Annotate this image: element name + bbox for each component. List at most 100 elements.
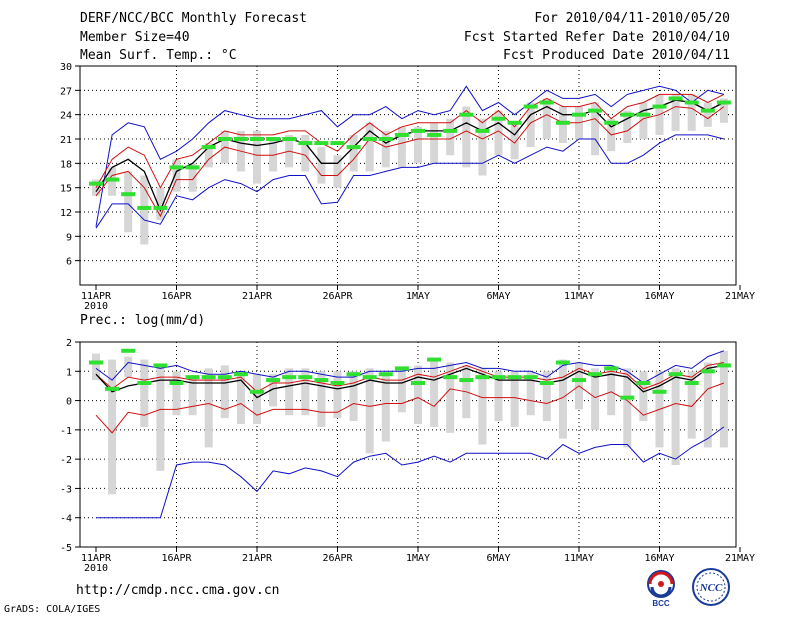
temp-y-tick-label: 9 <box>66 232 72 243</box>
precip-observed-marker <box>89 360 103 365</box>
temp-line-max <box>95 85 725 227</box>
temp-spread-box <box>397 126 406 168</box>
precip-observed-marker <box>572 378 586 383</box>
precip-observed-marker <box>459 378 474 383</box>
temp-spread-box <box>349 134 358 172</box>
temp-observed-marker <box>652 104 667 109</box>
precip-observed-marker <box>411 381 425 385</box>
temp-spread-box <box>172 159 181 192</box>
temp-frame <box>79 65 737 286</box>
precip-y-tick-label: -2 <box>60 455 72 466</box>
temp-x-tick-label: 6MAY <box>486 291 510 302</box>
precip-observed-marker <box>652 389 667 394</box>
precip-observed-marker <box>266 378 281 383</box>
temp-spread-box <box>414 126 422 164</box>
precip-spread-box <box>397 371 406 413</box>
precip-spread-box <box>478 368 487 445</box>
precip-spread-box <box>607 365 616 416</box>
member-size: Member Size=40 <box>80 30 190 45</box>
precip-observed-marker <box>233 372 248 377</box>
precip-observed-marker <box>684 381 699 385</box>
temp-x-tick-label: 1MAY <box>406 291 430 302</box>
precip-observed-marker <box>668 372 683 377</box>
precip-spread-box <box>253 374 261 424</box>
precip-spread-box <box>430 359 439 427</box>
temp-observed-marker <box>362 137 377 141</box>
precip-spread-box <box>623 368 632 448</box>
temp-line-upper <box>95 93 725 189</box>
precip-x-tick-label: 16MAY <box>644 553 674 564</box>
precip-y-tick-label: 2 <box>66 338 72 349</box>
temp-observed-marker <box>185 165 200 170</box>
precip-observed-marker <box>105 386 120 391</box>
source-url[interactable]: http://cmdp.ncc.cma.gov.cn <box>76 583 280 598</box>
precip-observed-marker <box>314 378 329 383</box>
precip-y-tick-label: -4 <box>60 514 72 525</box>
precip-x-tick-label: 26APR <box>322 553 353 564</box>
temp-observed-marker <box>684 100 699 105</box>
precip-y-tick-label: 0 <box>66 397 72 408</box>
precip-y-tick-label: -5 <box>60 543 72 554</box>
precip-line-mean <box>95 364 725 399</box>
temp-spread-box <box>188 163 197 192</box>
temp-observed-marker <box>700 108 715 113</box>
temp-observed-marker <box>346 145 361 150</box>
precip-spread-box <box>108 359 117 495</box>
temp-spread-box <box>591 102 600 156</box>
temp-observed-marker <box>475 128 490 133</box>
temp-spread-box <box>253 130 261 184</box>
precip-spread-box <box>172 371 181 416</box>
precip-spread-box <box>639 371 648 422</box>
precip-x-tick-label: 21APR <box>242 553 273 564</box>
temp-observed-marker <box>137 205 152 210</box>
precip-spread-box <box>414 365 422 424</box>
precip-observed-marker <box>394 366 409 371</box>
forecast-start-date: Fcst Started Refer Date 2010/04/10 <box>463 30 730 45</box>
precip-observed-marker <box>716 363 731 368</box>
precip-observed-marker <box>443 375 458 380</box>
temp-observed-marker <box>169 165 184 170</box>
precip-spread-box <box>124 356 133 378</box>
temp-y-tick-label: 12 <box>60 208 72 219</box>
temp-y-tick-label: 15 <box>60 184 72 195</box>
precip-observed-marker <box>169 381 184 385</box>
precip-spread-box <box>285 368 294 416</box>
chart-title: DERF/NCC/BCC Monthly Forecast <box>80 11 307 26</box>
precip-y-tick-label: -1 <box>60 426 72 437</box>
precip-spread-box <box>542 371 551 422</box>
precip-spread-box <box>156 365 165 471</box>
temp-observed-marker <box>394 132 409 137</box>
temp-x-tick-label: 11MAY <box>564 291 594 302</box>
precip-line-max <box>95 350 725 384</box>
precip-y-tick-label: 1 <box>66 367 72 378</box>
temp-observed-marker <box>636 112 651 117</box>
temp-spread-box <box>510 122 519 160</box>
precip-spread-box <box>510 371 519 427</box>
temp-observed-marker <box>153 205 168 210</box>
temp-observed-marker <box>604 120 619 125</box>
temp-observed-marker <box>411 128 425 133</box>
precip-spread-box <box>381 374 390 442</box>
temp-panel: 11APR 16APR 21APR 26APR 1MAY 6MAY 11MAY 16MAY 21… <box>60 62 755 312</box>
temp-spread-box <box>124 171 133 233</box>
temp-spread-box <box>108 167 117 196</box>
precip-spread-box <box>687 371 696 439</box>
temp-observed-marker <box>459 112 474 117</box>
temp-observed-marker <box>89 181 103 186</box>
temp-spread-box <box>156 187 165 221</box>
precip-x-tick-label: 11MAY <box>564 553 594 564</box>
precip-observed-marker <box>555 360 570 365</box>
precip-spread-box <box>140 359 149 427</box>
precip-spread-box <box>349 371 358 422</box>
precip-observed-marker <box>346 372 361 377</box>
temp-x-tick-label: 11APR <box>81 291 112 302</box>
precip-spread-box <box>269 374 278 407</box>
precip-spread-box <box>671 368 680 465</box>
temp-observed-marker <box>378 137 393 141</box>
temp-spread-box <box>478 118 487 176</box>
temp-spread-box <box>446 118 455 156</box>
precip-observed-marker <box>137 381 152 385</box>
precip-line-upper <box>95 362 724 393</box>
precip-spread-box <box>558 359 567 439</box>
temp-observed-marker <box>266 137 281 141</box>
